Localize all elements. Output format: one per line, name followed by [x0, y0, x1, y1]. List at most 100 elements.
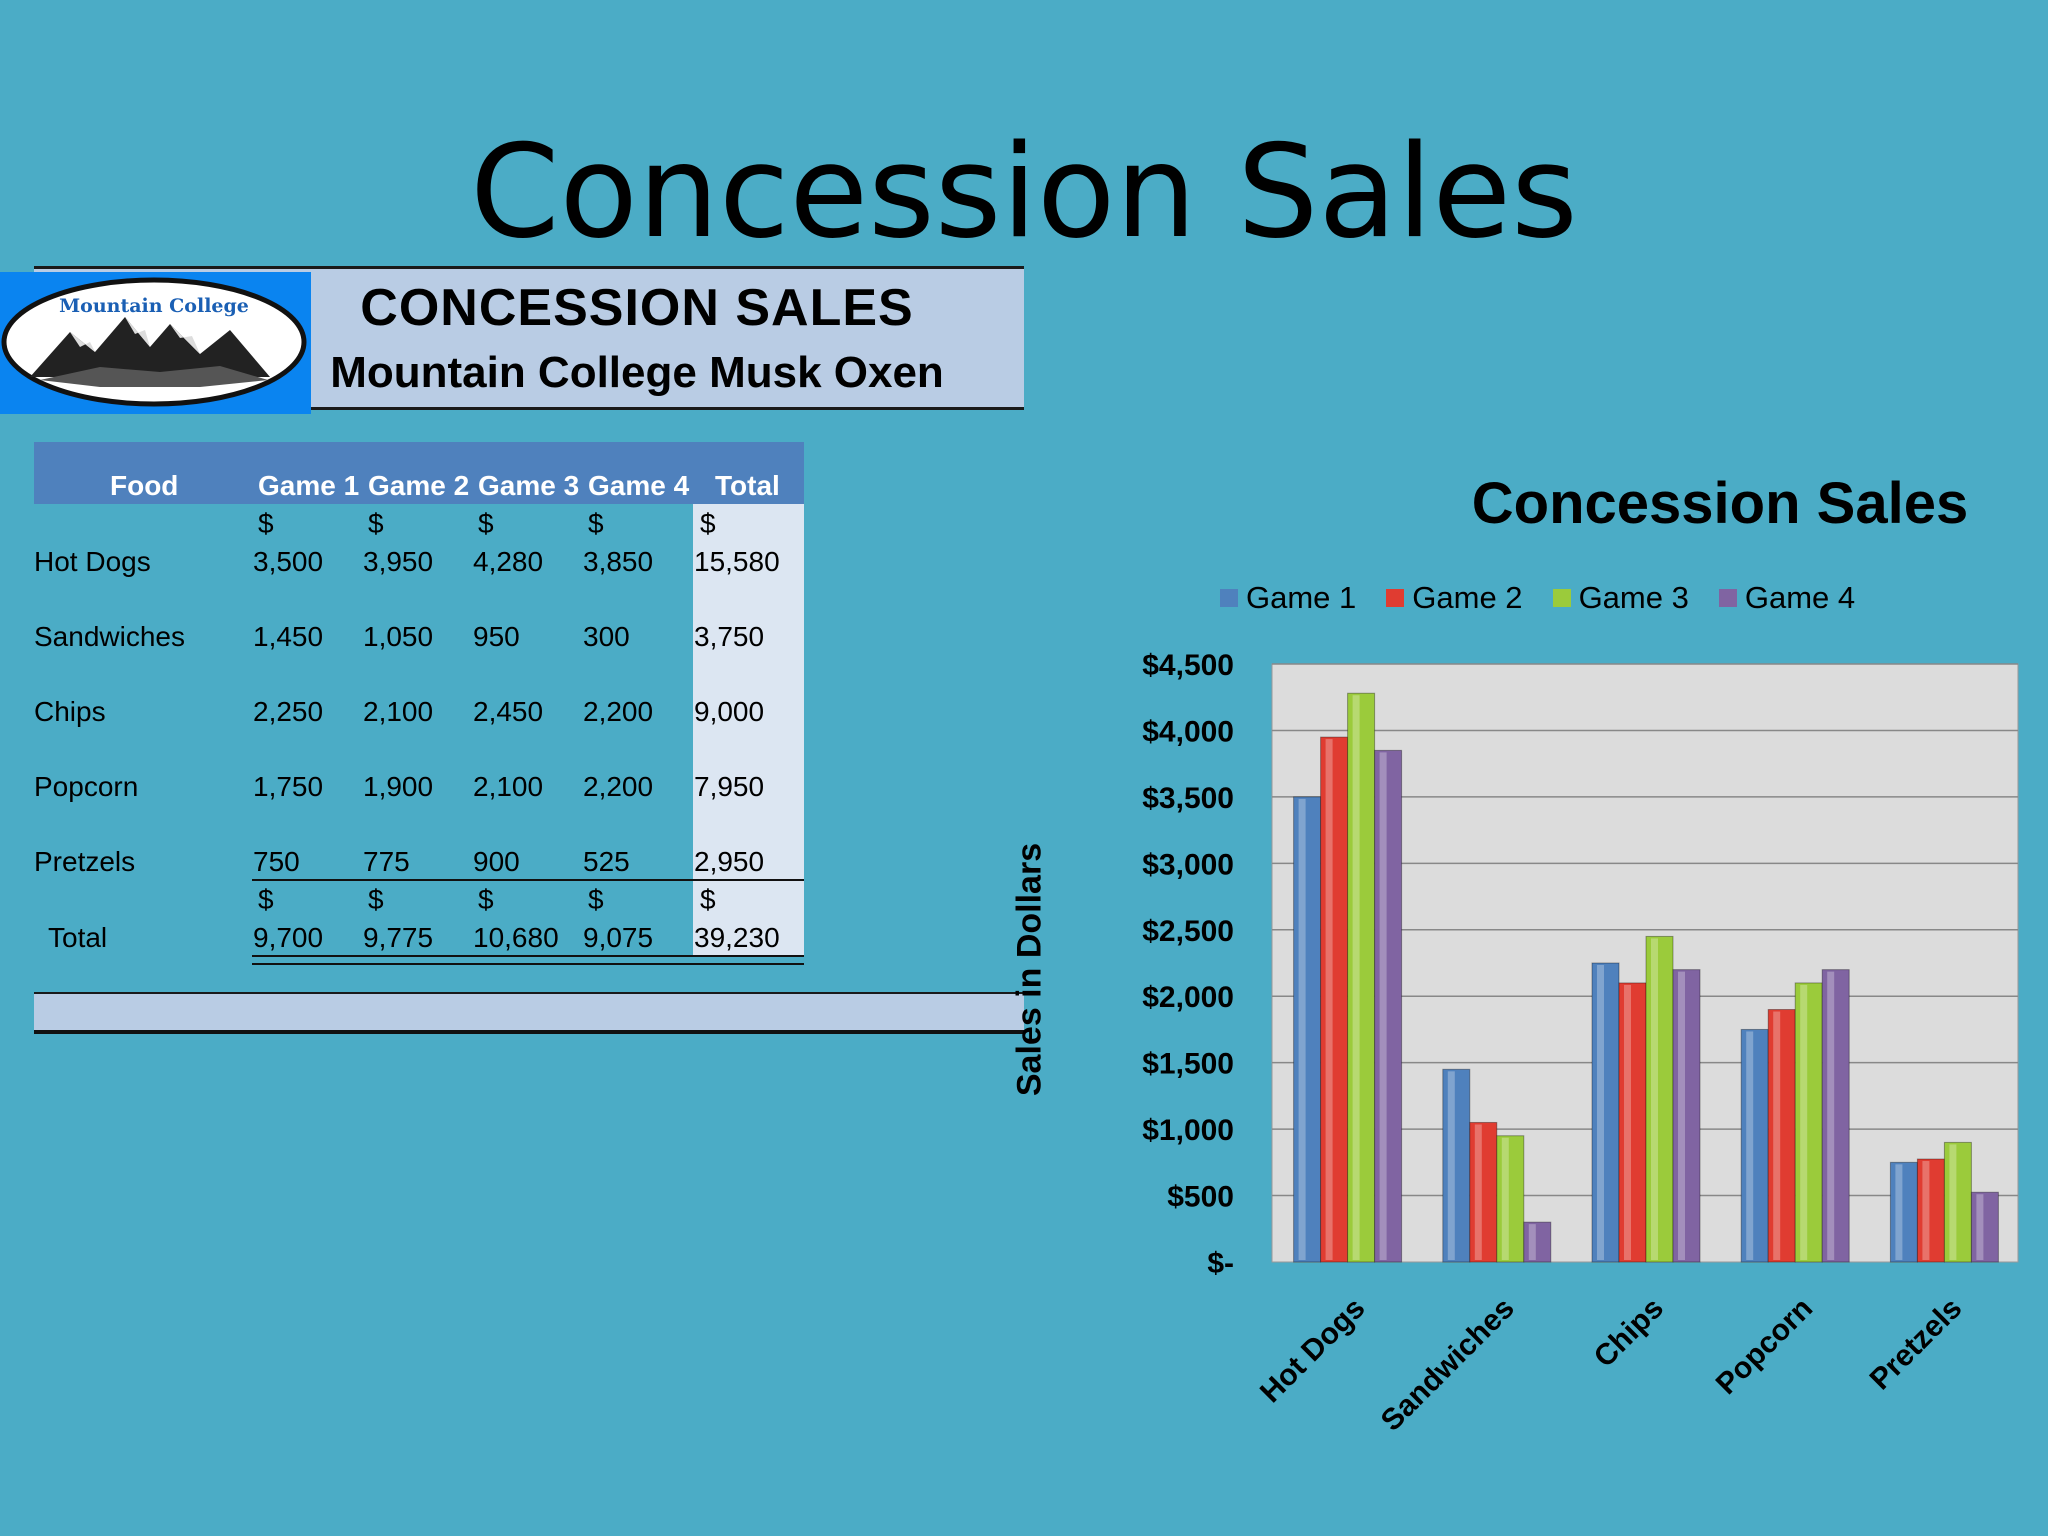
y-tick-label: $500: [1167, 1181, 1234, 1214]
bar-game-4: [1970, 1191, 1999, 1263]
total-double-rule: [252, 955, 804, 965]
currency-symbol: $: [478, 508, 494, 539]
currency-symbol: $: [258, 884, 274, 915]
bar-game-1: [1591, 962, 1620, 1263]
total-cell: 9,700: [253, 922, 324, 953]
x-axis-ticks: Hot Dogs Sandwiches Chips Popcorn Pretzels: [1254, 1292, 1968, 1438]
row-total: 7,950: [694, 771, 765, 802]
x-tick-label: Sandwiches: [1375, 1292, 1521, 1438]
table-cell: 2,100: [473, 771, 544, 802]
chart-legend: Game 1 Game 2 Game 3 Game 4: [1220, 578, 1855, 618]
grand-total-bg: [693, 881, 804, 955]
bar-highlight: [1746, 1031, 1754, 1260]
bar-game-2: [1916, 1158, 1945, 1263]
total-rule: [252, 879, 804, 881]
table-cell: 2,250: [253, 696, 324, 727]
grand-total: 39,230: [694, 922, 780, 953]
y-tick-label: $3,000: [1142, 848, 1234, 881]
total-cell: 10,680: [473, 922, 559, 953]
currency-symbol: $: [700, 884, 716, 915]
table-cell: 3,500: [253, 546, 324, 577]
row-food-label: Pretzels: [34, 846, 136, 877]
bar-highlight: [1352, 695, 1360, 1260]
table-cell: 1,050: [363, 621, 434, 652]
col-header-food: Food: [110, 470, 179, 501]
table-header-band: [34, 442, 804, 504]
bar-game-1: [1442, 1068, 1471, 1263]
x-tick-label: Popcorn: [1710, 1292, 1819, 1401]
table-cell: 900: [473, 846, 520, 877]
currency-symbol: $: [588, 508, 604, 539]
y-tick-label: $-: [1207, 1247, 1234, 1280]
table-cell: 2,450: [473, 696, 544, 727]
x-tick-label: Hot Dogs: [1254, 1292, 1372, 1410]
total-cell: 9,775: [363, 922, 434, 953]
bar-highlight: [1325, 739, 1333, 1260]
bar-game-4: [1523, 1221, 1552, 1263]
row-food-label: Popcorn: [34, 771, 139, 802]
col-header-game3: Game 3: [478, 470, 580, 501]
legend-item-game4: Game 4: [1718, 578, 1856, 618]
x-tick-label: Chips: [1588, 1292, 1670, 1374]
bar-game-2: [1618, 982, 1647, 1263]
row-total: 15,580: [694, 546, 780, 577]
table-cell: 1,900: [363, 771, 434, 802]
chart-title: Concession Sales: [1471, 471, 1969, 536]
table-cell: 2,100: [363, 696, 434, 727]
col-header-total: Total: [715, 470, 780, 501]
bar-highlight: [1773, 1011, 1781, 1260]
table-cell: 2,200: [583, 771, 654, 802]
bar-game-3: [1645, 935, 1674, 1263]
x-tick-label: Pretzels: [1864, 1292, 1969, 1397]
bar-highlight: [1678, 971, 1685, 1260]
table-cell: 525: [583, 846, 630, 877]
legend-label: Game 3: [1578, 580, 1689, 615]
bar-game-3: [1794, 982, 1823, 1263]
table-cell: 750: [253, 846, 300, 877]
bar-game-3: [1496, 1135, 1525, 1263]
header-title: CONCESSION SALES: [360, 279, 914, 337]
bar-highlight: [1922, 1161, 1930, 1260]
legend-item-game3: Game 3: [1552, 578, 1689, 618]
row-total: 2,950: [694, 846, 765, 877]
row-food-label: Chips: [34, 696, 106, 727]
mountain-logo-icon: Mountain College: [1, 277, 307, 407]
y-axis-ticks: $- $500 $1,000 $1,500 $2,000 $2,500 $3,000 $3,5…: [1142, 649, 1234, 1280]
y-tick-label: $3,500: [1142, 782, 1234, 815]
currency-symbol: $: [700, 508, 716, 539]
bars: [1293, 692, 1999, 1263]
bar-highlight: [1379, 752, 1387, 1260]
bar-highlight: [1976, 1194, 1984, 1260]
table-cell: 775: [363, 846, 410, 877]
legend-label: Game 1: [1246, 580, 1357, 615]
bar-highlight: [1651, 938, 1658, 1260]
currency-symbol: $: [368, 884, 384, 915]
total-column-bg: [693, 504, 804, 879]
bar-game-1: [1889, 1161, 1918, 1263]
y-tick-label: $4,500: [1142, 649, 1234, 682]
bar-highlight: [1597, 965, 1604, 1260]
y-tick-label: $4,000: [1142, 715, 1234, 748]
table-cell: 3,850: [583, 546, 654, 577]
y-tick-label: $1,000: [1142, 1114, 1234, 1147]
table-cell: 300: [583, 621, 630, 652]
bar-highlight: [1528, 1224, 1536, 1260]
row-food-label: Hot Dogs: [34, 546, 151, 577]
logo-text: Mountain College: [59, 295, 249, 317]
row-total: 3,750: [694, 621, 765, 652]
currency-symbol: $: [478, 884, 494, 915]
header-subtitle: Mountain College Musk Oxen: [330, 348, 944, 397]
col-header-game1: Game 1: [258, 470, 360, 501]
legend-label: Game 4: [1744, 580, 1856, 615]
bar-game-2: [1320, 736, 1349, 1263]
bar-highlight: [1949, 1144, 1957, 1260]
bar-game-1: [1293, 796, 1322, 1263]
table-cell: 4,280: [473, 546, 544, 577]
bar-game-2: [1469, 1121, 1498, 1263]
legend-swatch: [1552, 589, 1571, 607]
legend-label: Game 2: [1412, 580, 1523, 615]
row-total: 9,000: [694, 696, 765, 727]
logo: Mountain College: [0, 272, 311, 414]
legend-item-game1: Game 1: [1220, 578, 1356, 618]
